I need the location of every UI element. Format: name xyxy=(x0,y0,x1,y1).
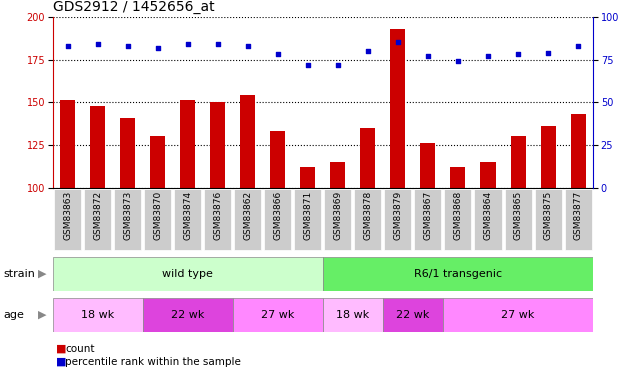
Point xyxy=(483,53,493,59)
Bar xyxy=(294,189,322,250)
Bar xyxy=(150,136,165,188)
Bar xyxy=(114,189,142,250)
Bar xyxy=(330,162,345,188)
Bar xyxy=(120,117,135,188)
Text: GDS2912 / 1452656_at: GDS2912 / 1452656_at xyxy=(53,0,214,15)
Text: GSM83877: GSM83877 xyxy=(574,190,582,240)
Bar xyxy=(360,128,376,188)
Bar xyxy=(324,189,351,250)
Text: GSM83876: GSM83876 xyxy=(214,190,222,240)
Point xyxy=(333,62,343,68)
Text: ▶: ▶ xyxy=(38,310,47,320)
Bar xyxy=(510,136,525,188)
Text: GSM83878: GSM83878 xyxy=(363,190,373,240)
Bar xyxy=(420,143,435,188)
Text: GSM83869: GSM83869 xyxy=(333,190,342,240)
Text: 27 wk: 27 wk xyxy=(501,310,535,320)
Text: GSM83879: GSM83879 xyxy=(394,190,402,240)
Point xyxy=(393,39,403,45)
Bar xyxy=(384,189,412,250)
Text: 27 wk: 27 wk xyxy=(261,310,294,320)
Text: GSM83862: GSM83862 xyxy=(243,190,252,240)
Bar xyxy=(240,95,255,188)
Bar xyxy=(234,189,261,250)
Bar xyxy=(90,106,106,188)
Point xyxy=(423,53,433,59)
Point xyxy=(63,43,73,49)
Point xyxy=(363,48,373,54)
Bar xyxy=(571,114,586,188)
Text: strain: strain xyxy=(3,269,35,279)
Bar xyxy=(54,189,81,250)
Text: GSM83875: GSM83875 xyxy=(543,190,553,240)
Point xyxy=(153,45,163,51)
Text: GSM83874: GSM83874 xyxy=(183,190,193,240)
Point xyxy=(273,51,283,57)
Point xyxy=(453,58,463,64)
Text: 22 wk: 22 wk xyxy=(396,310,430,320)
Bar xyxy=(204,189,232,250)
Bar xyxy=(53,257,323,291)
Point xyxy=(183,41,193,47)
Point xyxy=(243,43,253,49)
Text: count: count xyxy=(65,344,95,354)
Bar xyxy=(450,167,466,188)
Bar xyxy=(355,189,381,250)
Bar xyxy=(270,131,286,188)
Text: ▶: ▶ xyxy=(38,269,47,279)
Bar xyxy=(391,29,406,188)
Text: 18 wk: 18 wk xyxy=(81,310,114,320)
Bar xyxy=(53,298,143,332)
Bar xyxy=(60,100,75,188)
Bar xyxy=(474,189,502,250)
Bar xyxy=(323,298,383,332)
Bar xyxy=(443,298,593,332)
Text: ■: ■ xyxy=(56,357,66,367)
Bar xyxy=(540,126,556,188)
Text: GSM83865: GSM83865 xyxy=(514,190,522,240)
Text: ■: ■ xyxy=(56,344,66,354)
Bar xyxy=(211,102,225,188)
Text: 18 wk: 18 wk xyxy=(337,310,369,320)
Text: GSM83868: GSM83868 xyxy=(453,190,463,240)
Text: GSM83866: GSM83866 xyxy=(273,190,283,240)
Bar xyxy=(564,189,592,250)
Text: GSM83864: GSM83864 xyxy=(484,190,492,240)
Bar xyxy=(143,298,233,332)
Point xyxy=(93,41,103,47)
Text: percentile rank within the sample: percentile rank within the sample xyxy=(65,357,241,367)
Text: R6/1 transgenic: R6/1 transgenic xyxy=(414,269,502,279)
Text: GSM83873: GSM83873 xyxy=(124,190,132,240)
Bar xyxy=(504,189,532,250)
Bar xyxy=(175,189,201,250)
Text: GSM83863: GSM83863 xyxy=(63,190,72,240)
Bar xyxy=(180,100,196,188)
Bar xyxy=(265,189,291,250)
Bar xyxy=(445,189,471,250)
Bar xyxy=(323,257,593,291)
Bar xyxy=(535,189,561,250)
Bar xyxy=(383,298,443,332)
Point xyxy=(303,62,313,68)
Point xyxy=(573,43,583,49)
Text: age: age xyxy=(3,310,24,320)
Text: 22 wk: 22 wk xyxy=(171,310,204,320)
Bar xyxy=(414,189,442,250)
Point xyxy=(213,41,223,47)
Bar xyxy=(481,162,496,188)
Text: GSM83867: GSM83867 xyxy=(424,190,432,240)
Point xyxy=(543,50,553,56)
Bar xyxy=(301,167,315,188)
Text: GSM83872: GSM83872 xyxy=(93,190,102,240)
Text: GSM83871: GSM83871 xyxy=(304,190,312,240)
Bar xyxy=(144,189,171,250)
Bar xyxy=(84,189,111,250)
Text: GSM83870: GSM83870 xyxy=(153,190,162,240)
Text: wild type: wild type xyxy=(163,269,213,279)
Point xyxy=(513,51,523,57)
Point xyxy=(123,43,133,49)
Bar xyxy=(233,298,323,332)
